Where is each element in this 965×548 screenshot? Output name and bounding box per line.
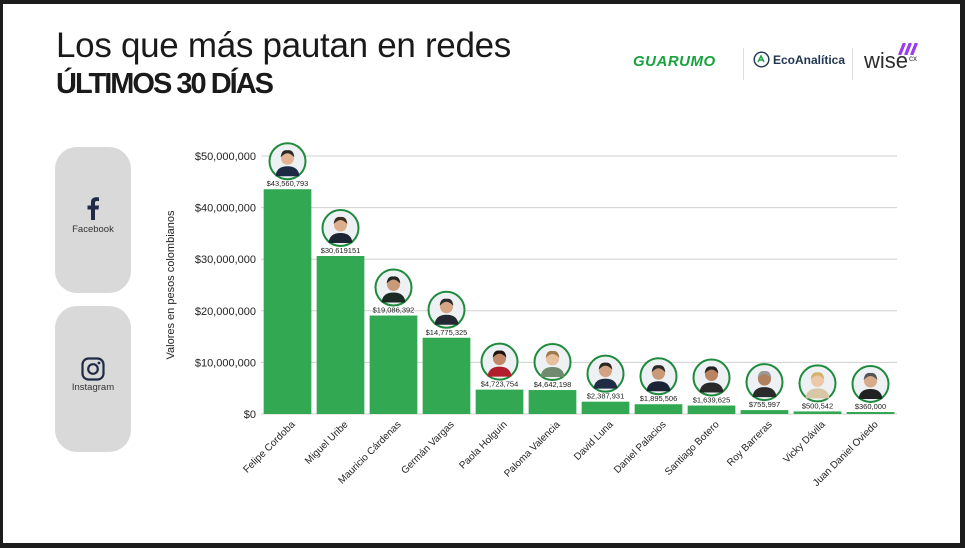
avatar-hair xyxy=(280,150,295,158)
bar xyxy=(687,405,736,414)
value-label: $500,542 xyxy=(802,401,833,410)
category-label: Roy Barreras xyxy=(725,419,774,468)
ecoanalitica-logo: EcoAnalítica xyxy=(753,51,845,68)
avatar-face xyxy=(758,372,771,386)
avatar-hair xyxy=(757,370,772,379)
value-label: $19,086,392 xyxy=(373,306,415,315)
instagram-label: Instagram xyxy=(71,382,115,393)
wise-mark-icon xyxy=(898,43,918,55)
y-axis-label: Valores en pesos colombianos xyxy=(165,210,177,359)
avatar-body xyxy=(434,314,459,325)
category-label: David Luna xyxy=(572,419,616,463)
avatar-body xyxy=(646,381,671,392)
y-tick-label: $0 xyxy=(244,409,256,421)
category-label: Miguel Uribe xyxy=(303,419,351,467)
value-label: $4,642,198 xyxy=(534,380,572,389)
avatar-hair xyxy=(333,216,348,225)
guarumo-logo: GUARUMO xyxy=(633,53,716,70)
bar xyxy=(581,401,630,414)
avatar-hair xyxy=(439,298,454,306)
avatar-body xyxy=(805,388,830,399)
avatar-body xyxy=(699,382,724,393)
y-tick-label: $40,000,000 xyxy=(195,203,256,215)
page-subtitle: ÚLTIMOS 30 DÍAS xyxy=(56,68,274,100)
instagram-icon xyxy=(55,357,131,381)
avatar-body xyxy=(858,389,883,399)
bar xyxy=(793,411,842,414)
bar xyxy=(740,410,789,414)
avatar-face xyxy=(387,278,400,292)
facebook-label: Facebook xyxy=(72,224,114,235)
bar xyxy=(634,404,683,414)
category-label: Paola Holguín xyxy=(457,419,509,471)
y-tick-label: $30,000,000 xyxy=(195,254,256,266)
category-label: Paloma Valencia xyxy=(502,419,563,480)
ecoanalitica-text: EcoAnalítica xyxy=(773,52,846,67)
page-title: Los que más pautan en redes xyxy=(56,26,512,65)
y-tick-label: $10,000,000 xyxy=(195,357,256,369)
avatar-hair xyxy=(545,350,560,359)
value-label: $43,560,793 xyxy=(267,179,309,188)
avatar-face xyxy=(493,352,506,366)
avatar-hair xyxy=(492,350,507,358)
bar xyxy=(263,189,312,414)
value-label: $755,997 xyxy=(749,400,780,409)
value-label: $360,000 xyxy=(855,402,886,411)
avatar-body xyxy=(593,378,618,389)
avatar-body xyxy=(752,387,777,398)
category-label: Germán Vargas xyxy=(399,419,456,476)
wise-sup: cx xyxy=(909,54,918,63)
bar xyxy=(369,315,418,414)
y-tick-label: $20,000,000 xyxy=(195,306,256,318)
bar xyxy=(528,390,577,414)
facebook-icon xyxy=(55,196,131,220)
value-label: $1,639,625 xyxy=(693,396,731,405)
category-label: Vicky Dávila xyxy=(781,419,827,465)
category-label: Felipe Cordoba xyxy=(241,419,297,475)
logo-divider xyxy=(852,48,853,80)
avatar-hair xyxy=(810,372,825,380)
avatar-face xyxy=(546,352,559,366)
avatar-body xyxy=(275,166,300,177)
avatar-body xyxy=(487,366,512,377)
value-label: $1,895,506 xyxy=(640,394,678,403)
avatar-face xyxy=(440,300,453,314)
avatar-face xyxy=(811,373,824,387)
avatar-hair xyxy=(386,276,401,284)
value-label: $2,387,931 xyxy=(587,392,625,401)
avatar-hair xyxy=(863,372,878,380)
value-label: $14,775,325 xyxy=(426,328,468,337)
bar xyxy=(422,337,471,414)
bar-chart: $0 $10,000,000 $20,000,000 $30,000,000 $40,0… xyxy=(165,142,897,489)
avatar-face xyxy=(281,151,294,165)
avatar-hair xyxy=(651,365,666,373)
avatar-hair xyxy=(598,362,613,370)
wise-logo: wisecx xyxy=(864,43,918,74)
slide: Los que más pautan en redes ÚLTIMOS 30 D… xyxy=(3,4,960,543)
avatar-body xyxy=(381,292,406,303)
instagram-card: Instagram xyxy=(55,306,131,452)
avatar-face xyxy=(599,364,612,378)
category-label: Santiago Botero xyxy=(663,419,722,478)
avatar-face xyxy=(334,218,347,232)
y-tick-label: $50,000,000 xyxy=(195,151,256,163)
ecoanalitica-icon xyxy=(753,51,770,68)
avatar-face xyxy=(864,374,877,388)
avatar-body xyxy=(328,233,353,244)
avatar-face xyxy=(705,368,718,382)
avatar-body xyxy=(540,367,565,378)
logo-divider xyxy=(743,48,744,80)
facebook-card: Facebook xyxy=(55,147,131,293)
value-label: $30,619151 xyxy=(321,246,361,255)
value-label: $4,723,754 xyxy=(481,380,519,389)
avatar-face xyxy=(652,366,665,380)
bar xyxy=(846,412,895,414)
bar xyxy=(475,389,524,414)
avatar-hair xyxy=(704,366,719,374)
bar xyxy=(316,256,365,414)
category-label: Daniel Palacios xyxy=(612,419,669,476)
